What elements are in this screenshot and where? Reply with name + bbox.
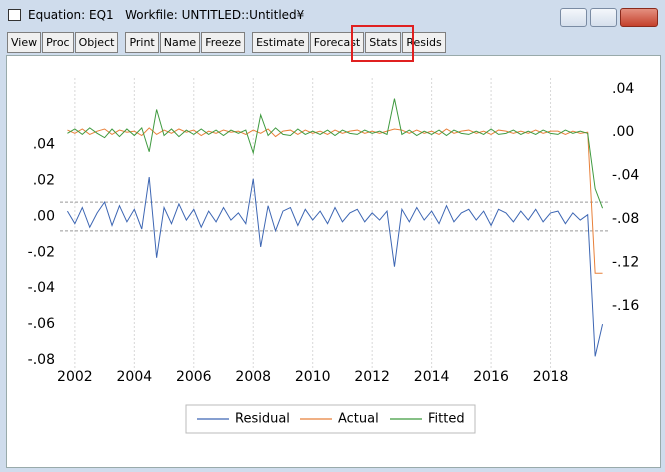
toolbar-button[interactable]: Freeze xyxy=(201,32,246,53)
toolbar-button[interactable]: Stats xyxy=(365,32,402,53)
toolbar-button[interactable]: Name xyxy=(159,32,201,53)
toolbar-button[interactable]: Print xyxy=(125,32,159,53)
y2-tick-label: .04 xyxy=(612,81,634,97)
x-tick-label: 2006 xyxy=(176,369,212,385)
chart-area xyxy=(6,55,661,468)
y-tick-label: -.04 xyxy=(28,280,55,296)
toolbar-button[interactable]: Proc xyxy=(42,32,74,53)
y-tick-label: .04 xyxy=(33,137,55,153)
y-tick-label: .02 xyxy=(33,173,55,189)
toolbar-button[interactable]: Object xyxy=(74,32,119,53)
close-button[interactable] xyxy=(620,8,658,27)
legend-label: Fitted xyxy=(428,412,465,427)
legend-label: Actual xyxy=(338,412,379,427)
x-tick-label: 2010 xyxy=(295,369,331,385)
y2-tick-label: .00 xyxy=(612,124,634,140)
series-line xyxy=(67,127,603,274)
toolbar: View Proc Object Print Name Freeze Estimate For… xyxy=(7,32,453,53)
maximize-button[interactable] xyxy=(590,8,617,27)
minimize-button[interactable] xyxy=(560,8,587,27)
button-group: View Proc Object xyxy=(7,32,119,53)
series-line xyxy=(66,176,604,357)
y2-tick-label: -.16 xyxy=(612,298,639,314)
y2-tick-label: -.12 xyxy=(612,254,639,270)
toolbar-button[interactable]: Estimate xyxy=(252,32,309,53)
y2-tick-label: -.08 xyxy=(612,211,639,227)
x-tick-label: 2002 xyxy=(57,369,93,385)
window-icon[interactable] xyxy=(8,9,21,21)
x-tick-label: 2018 xyxy=(533,369,569,385)
y-tick-label: -.06 xyxy=(28,316,55,332)
legend-label: Residual xyxy=(235,412,290,427)
highlight-box xyxy=(351,25,414,62)
toolbar-button[interactable]: Forecast xyxy=(309,32,365,53)
y-tick-label: -.02 xyxy=(28,244,55,260)
x-tick-label: 2014 xyxy=(414,369,450,385)
x-tick-label: 2012 xyxy=(354,369,390,385)
x-tick-label: 2016 xyxy=(473,369,509,385)
series-line xyxy=(67,98,604,209)
title-bar: Equation: EQ1 Workfile: UNTITLED::Untitl… xyxy=(0,0,665,30)
y-tick-label: .00 xyxy=(33,208,55,224)
button-group: Print Name Freeze xyxy=(125,32,246,53)
x-tick-label: 2008 xyxy=(235,369,271,385)
x-tick-label: 2004 xyxy=(117,369,153,385)
y-tick-label: -.08 xyxy=(28,352,55,368)
y2-tick-label: -.04 xyxy=(612,168,639,184)
window-title: Equation: EQ1 Workfile: UNTITLED::Untitl… xyxy=(28,8,305,22)
toolbar-button[interactable]: View xyxy=(7,32,42,53)
